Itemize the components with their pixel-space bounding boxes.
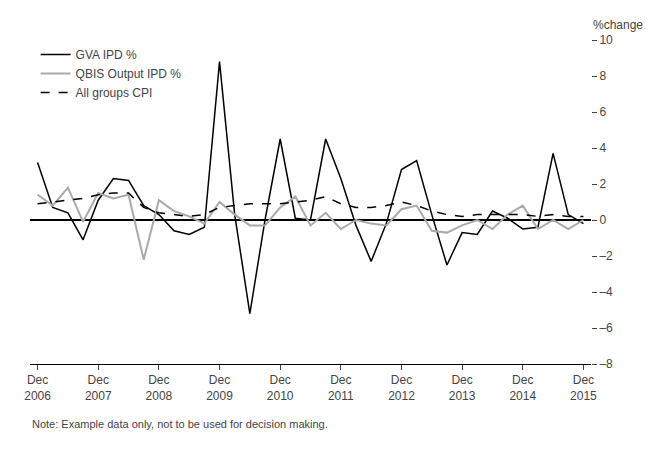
svg-text:Dec2009: Dec2009 bbox=[206, 373, 233, 403]
svg-text:–6: –6 bbox=[599, 321, 613, 335]
svg-text:Dec2014: Dec2014 bbox=[509, 373, 536, 403]
svg-text:Dec2012: Dec2012 bbox=[388, 373, 415, 403]
svg-text:10: 10 bbox=[599, 33, 613, 47]
svg-text:Dec2007: Dec2007 bbox=[85, 373, 112, 403]
svg-text:–4: –4 bbox=[599, 285, 613, 299]
svg-text:GVA IPD %: GVA IPD % bbox=[76, 48, 137, 62]
svg-text:6: 6 bbox=[599, 105, 606, 119]
svg-text:Note: Example data only, not t: Note: Example data only, not to be used … bbox=[32, 418, 328, 430]
svg-text:4: 4 bbox=[599, 141, 606, 155]
svg-text:2: 2 bbox=[599, 177, 606, 191]
svg-text:Dec2010: Dec2010 bbox=[267, 373, 294, 403]
svg-text:Dec2013: Dec2013 bbox=[449, 373, 476, 403]
svg-text:0: 0 bbox=[599, 213, 606, 227]
svg-text:Dec2015: Dec2015 bbox=[570, 373, 597, 403]
svg-text:8: 8 bbox=[599, 69, 606, 83]
svg-text:%change: %change bbox=[593, 18, 643, 32]
svg-text:Dec2006: Dec2006 bbox=[24, 373, 51, 403]
svg-text:Dec2008: Dec2008 bbox=[146, 373, 173, 403]
svg-text:Dec2011: Dec2011 bbox=[328, 373, 354, 403]
svg-text:QBIS Output IPD %: QBIS Output IPD % bbox=[76, 67, 182, 81]
svg-text:–8: –8 bbox=[599, 357, 613, 371]
svg-text:–2: –2 bbox=[599, 249, 613, 263]
svg-text:All groups CPI: All groups CPI bbox=[76, 86, 153, 100]
